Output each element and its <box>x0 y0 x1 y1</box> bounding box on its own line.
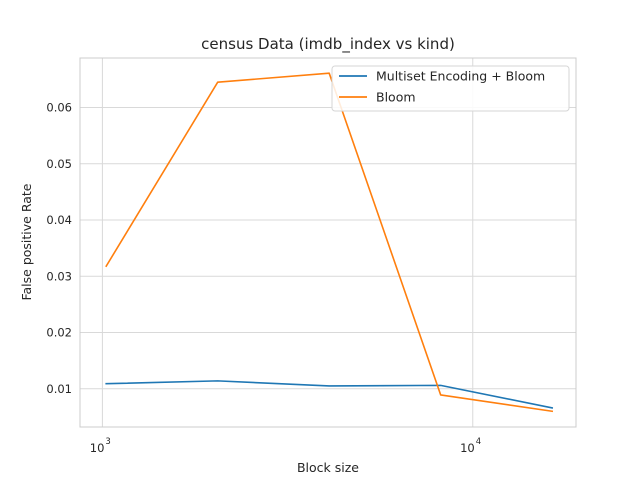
plot-frame <box>79 57 577 428</box>
y-axis: 0.01 0.02 0.03 0.04 0.05 0.06 <box>46 101 72 396</box>
grid <box>80 58 576 427</box>
legend-label-1: Bloom <box>376 90 416 105</box>
series-line-1 <box>105 72 554 413</box>
legend-label-0: Multiset Encoding + Bloom <box>376 69 545 84</box>
x-tick-exponent: 3 <box>105 437 110 447</box>
x-tick-label: 10 3 <box>90 437 111 455</box>
x-tick-label: 10 4 <box>460 437 481 455</box>
x-tick-base: 10 <box>90 441 105 455</box>
x-axis: 10 3 10 4 <box>90 437 481 455</box>
x-tick-base: 10 <box>460 441 475 455</box>
y-tick-label: 0.06 <box>46 101 72 115</box>
y-tick-label: 0.01 <box>46 382 72 396</box>
x-axis-label: Block size <box>297 460 359 475</box>
y-tick-label: 0.04 <box>46 213 72 227</box>
y-tick-label: 0.03 <box>46 269 72 283</box>
series-line-0 <box>105 380 554 409</box>
series-lines <box>105 72 554 413</box>
plot-background <box>80 58 576 427</box>
legend: Multiset Encoding + Bloom Bloom <box>331 65 570 112</box>
y-tick-label: 0.02 <box>46 326 72 340</box>
chart-title: census Data (imdb_index vs kind) <box>201 35 455 54</box>
y-tick-label: 0.05 <box>46 157 72 171</box>
plot-area <box>79 57 577 428</box>
y-axis-label: False positive Rate <box>19 183 34 300</box>
x-tick-exponent: 4 <box>476 437 481 447</box>
legend-box <box>331 65 570 112</box>
